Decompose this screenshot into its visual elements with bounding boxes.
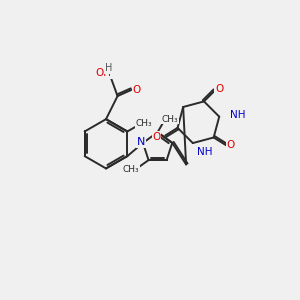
- Text: NH: NH: [230, 110, 245, 120]
- Text: O: O: [215, 84, 223, 94]
- Text: O: O: [226, 140, 235, 150]
- Text: N: N: [136, 137, 145, 147]
- Text: CH₃: CH₃: [122, 165, 139, 174]
- Text: CH₃: CH₃: [162, 115, 178, 124]
- Text: CH₃: CH₃: [136, 119, 153, 128]
- Text: O: O: [133, 85, 141, 95]
- Text: O: O: [152, 132, 160, 142]
- Text: H: H: [105, 63, 112, 73]
- Text: NH: NH: [197, 147, 212, 157]
- Text: OH: OH: [96, 68, 112, 78]
